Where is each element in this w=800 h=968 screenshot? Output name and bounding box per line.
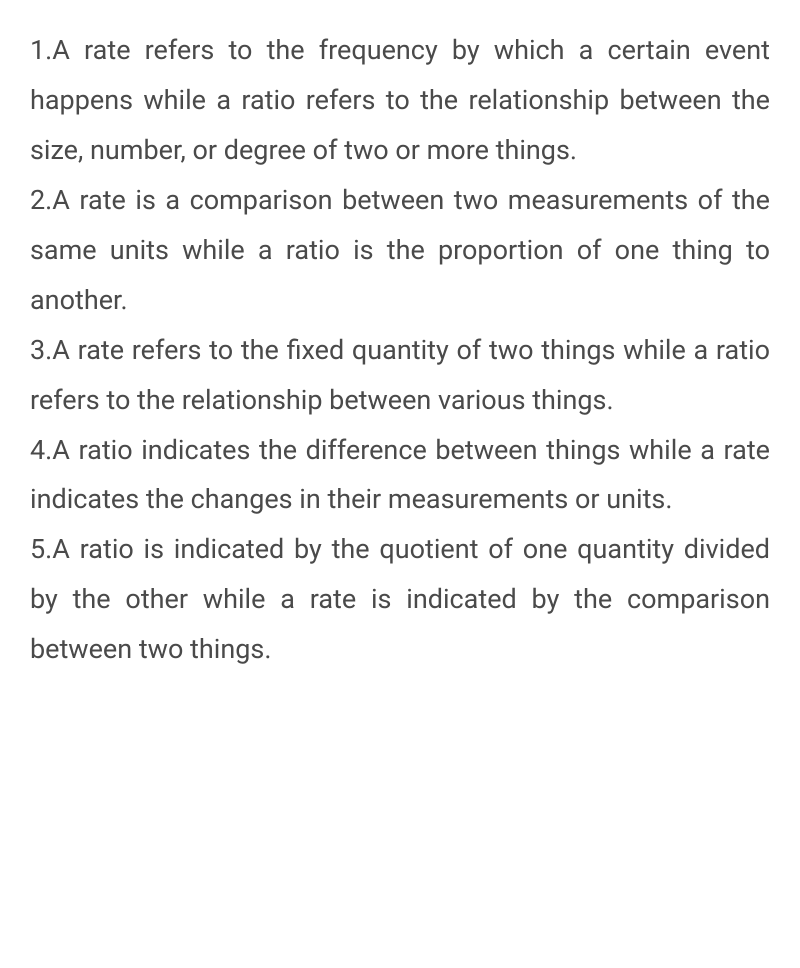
list-item: 3.A rate refers to the fixed quantity of…: [30, 326, 770, 426]
list-item: 4.A ratio indicates the difference betwe…: [30, 426, 770, 526]
document-content: 1.A rate refers to the frequency by whic…: [30, 26, 770, 675]
list-item: 2.A rate is a comparison between two mea…: [30, 176, 770, 326]
list-item: 1.A rate refers to the frequency by whic…: [30, 26, 770, 176]
list-item: 5.A ratio is indicated by the quotient o…: [30, 525, 770, 675]
